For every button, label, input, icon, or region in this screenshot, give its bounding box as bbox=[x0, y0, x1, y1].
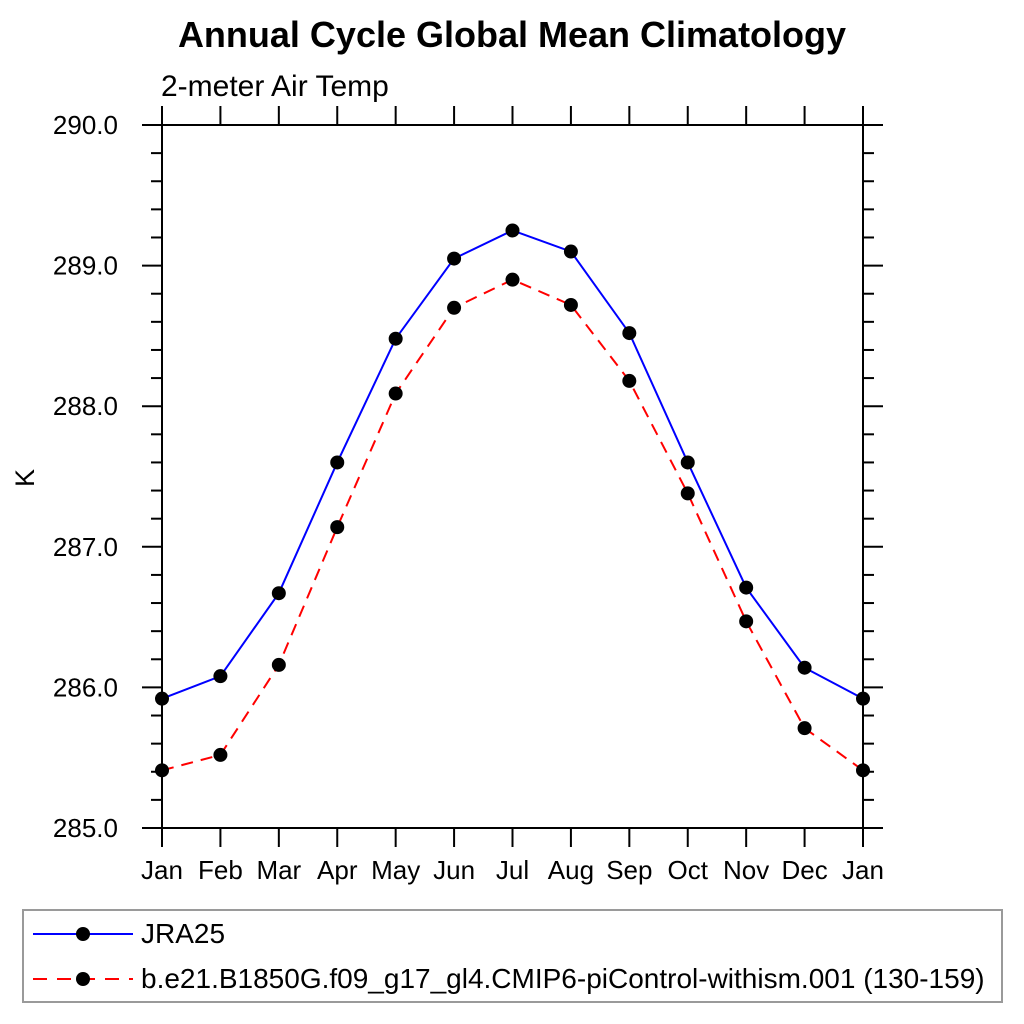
y-axis-tick-label: 289.0 bbox=[53, 251, 118, 281]
x-axis-tick-label: Sep bbox=[606, 855, 652, 885]
y-axis-tick-label: 285.0 bbox=[53, 813, 118, 843]
legend-sample-marker-icon bbox=[76, 971, 90, 986]
legend-label: b.e21.B1850G.f09_g17_gl4.CMIP6-piControl… bbox=[141, 962, 985, 994]
data-point-marker bbox=[155, 691, 169, 706]
data-point-marker bbox=[505, 272, 520, 287]
data-point-marker bbox=[505, 223, 520, 238]
data-point-marker bbox=[447, 300, 462, 315]
chart-subtitle: 2-meter Air Temp bbox=[161, 70, 389, 103]
data-point-marker bbox=[213, 747, 228, 762]
x-axis-tick-label: Dec bbox=[781, 855, 827, 885]
data-point-marker bbox=[739, 580, 754, 595]
data-point-marker bbox=[563, 244, 578, 259]
x-axis-tick-label: Apr bbox=[317, 855, 358, 885]
x-axis-tick-label: Feb bbox=[198, 855, 243, 885]
x-axis-tick-label: Jan bbox=[141, 855, 183, 885]
y-axis-tick-label: 290.0 bbox=[53, 110, 118, 140]
data-point-marker bbox=[155, 763, 169, 778]
legend-item: b.e21.B1850G.f09_g17_gl4.CMIP6-piControl… bbox=[24, 956, 1001, 1001]
y-axis-title: K bbox=[10, 469, 40, 487]
chart-title: Annual Cycle Global Mean Climatology bbox=[177, 14, 847, 55]
data-point-marker bbox=[330, 455, 345, 470]
data-point-marker bbox=[856, 763, 870, 778]
x-axis-tick-label: Mar bbox=[256, 855, 301, 885]
data-point-marker bbox=[388, 331, 403, 346]
data-point-marker bbox=[622, 373, 637, 388]
data-point-marker bbox=[739, 614, 754, 629]
legend-sample-marker-icon bbox=[76, 926, 90, 941]
x-axis-tick-label: May bbox=[371, 855, 420, 885]
data-point-marker bbox=[563, 297, 578, 312]
y-axis-tick-label: 287.0 bbox=[53, 532, 118, 562]
data-point-marker bbox=[388, 386, 403, 401]
data-point-marker bbox=[271, 657, 286, 672]
legend-line-sample bbox=[33, 971, 133, 986]
y-axis-tick-label: 288.0 bbox=[53, 391, 118, 421]
x-axis-tick-label: Jul bbox=[496, 855, 529, 885]
data-point-marker bbox=[213, 669, 228, 684]
data-point-marker bbox=[330, 520, 345, 535]
x-axis-tick-label: Aug bbox=[548, 855, 594, 885]
y-axis-tick-label: 286.0 bbox=[53, 672, 118, 702]
series-line bbox=[161, 229, 864, 700]
data-point-marker bbox=[797, 721, 812, 736]
data-point-marker bbox=[447, 251, 462, 266]
x-axis-tick-label: Oct bbox=[668, 855, 709, 885]
data-point-marker bbox=[856, 691, 870, 706]
series-line bbox=[161, 278, 864, 772]
legend-label: JRA25 bbox=[141, 917, 226, 949]
data-point-marker bbox=[622, 326, 637, 341]
x-axis-tick-label: Jan bbox=[842, 855, 884, 885]
data-point-marker bbox=[680, 486, 695, 501]
x-axis-tick-label: Nov bbox=[723, 855, 769, 885]
x-axis-tick-label: Jun bbox=[433, 855, 475, 885]
data-point-marker bbox=[271, 586, 286, 601]
legend-item: JRA25 bbox=[24, 911, 1001, 956]
data-point-marker bbox=[797, 660, 812, 675]
legend: JRA25 b.e21.B1850G.f09_g17_gl4.CMIP6-piC… bbox=[22, 909, 1003, 1003]
legend-line-sample bbox=[33, 926, 133, 941]
data-point-marker bbox=[680, 455, 695, 470]
